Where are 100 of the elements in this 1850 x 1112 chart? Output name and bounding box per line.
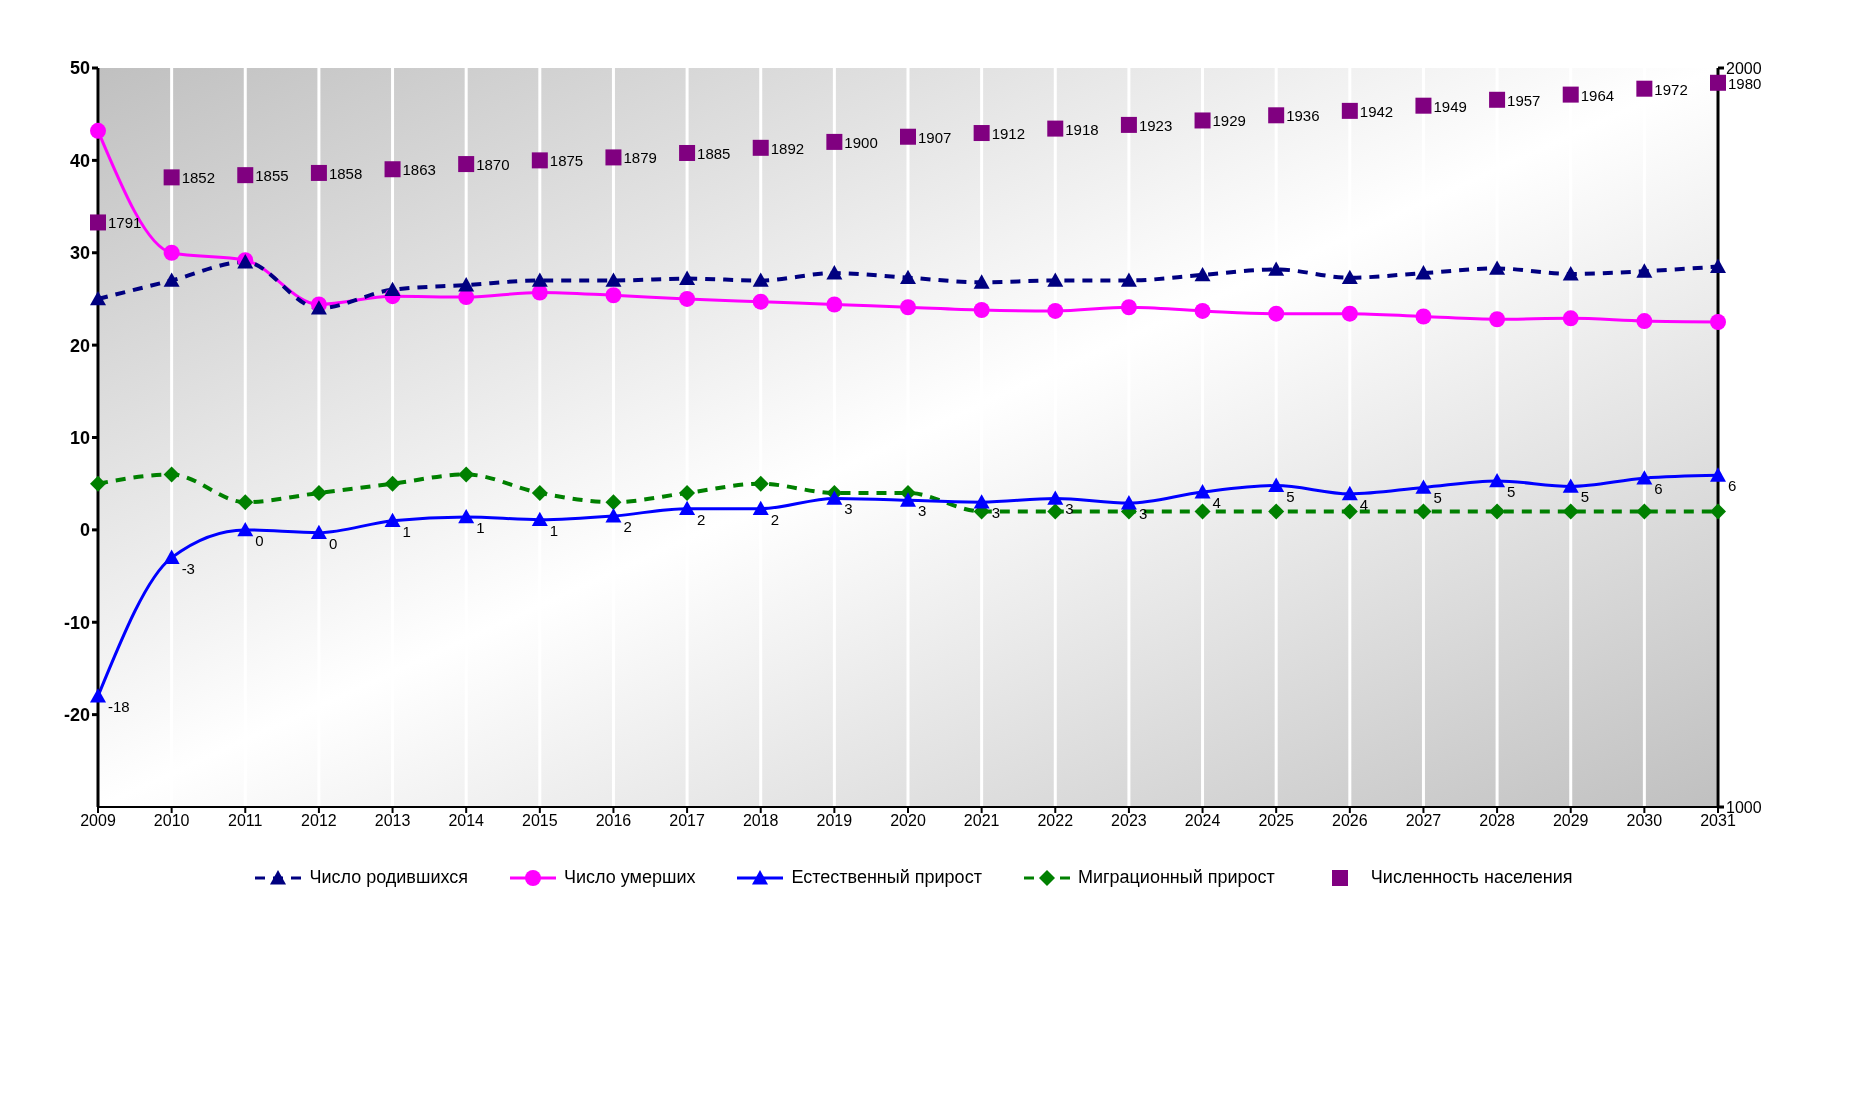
point [90, 475, 106, 492]
point [384, 512, 401, 528]
point [1120, 116, 1137, 133]
point [1415, 265, 1432, 280]
data-label: 1942 [1359, 102, 1394, 120]
data-label: 1 [476, 518, 485, 536]
point [1636, 503, 1653, 520]
x-tick-label: 2018 [742, 812, 779, 830]
data-label: 3 [844, 500, 853, 518]
point [90, 688, 106, 703]
point [1562, 310, 1579, 327]
y-tick-label: 40 [69, 150, 90, 171]
data-label: 1957 [1507, 91, 1541, 109]
point [1636, 470, 1653, 485]
point [531, 272, 548, 287]
data-label: 3 [1138, 505, 1148, 523]
data-label: 5 [1286, 487, 1295, 505]
point [1562, 266, 1579, 281]
data-label: 5 [1433, 489, 1442, 507]
point [973, 125, 990, 142]
point [1120, 272, 1137, 287]
point [900, 299, 916, 316]
x-tick-label: 2011 [228, 812, 263, 830]
data-label: 1912 [991, 125, 1026, 143]
legend-label: Число умерших [563, 867, 696, 888]
point [679, 144, 696, 161]
data-label: 2 [623, 518, 632, 536]
data-label: 1964 [1580, 86, 1615, 104]
point [310, 524, 327, 540]
point [1268, 261, 1285, 276]
data-label: 4 [1359, 495, 1369, 513]
x-tick-label: 2029 [1552, 812, 1589, 830]
point [679, 500, 696, 516]
point [973, 274, 990, 289]
data-label: 1791 [108, 214, 142, 232]
point [1120, 299, 1137, 316]
point [237, 521, 254, 537]
point [310, 300, 327, 315]
y-tick-label: 0 [79, 520, 90, 541]
point [458, 156, 475, 173]
point [384, 161, 401, 178]
point [1268, 305, 1285, 322]
data-label: 1949 [1433, 97, 1467, 115]
data-label: 1918 [1065, 120, 1099, 138]
point [1341, 485, 1358, 501]
x-tick-label: 2030 [1626, 812, 1663, 830]
data-label: 1923 [1138, 116, 1173, 134]
x-tick-label: 2009 [80, 812, 116, 830]
point [90, 214, 106, 231]
data-label: 1 [402, 522, 411, 540]
data-label: 1875 [549, 152, 584, 170]
point [1341, 102, 1358, 119]
x-tick-label: 2024 [1184, 812, 1221, 830]
point [679, 290, 696, 307]
point [1562, 503, 1579, 520]
x-tick-label: 2014 [448, 812, 485, 830]
point [605, 272, 622, 287]
point [531, 152, 548, 169]
point [973, 494, 990, 509]
point [679, 484, 696, 501]
point [1341, 269, 1358, 285]
data-label: 1936 [1286, 107, 1320, 125]
point [1636, 263, 1653, 278]
point [1489, 472, 1506, 488]
point [826, 265, 843, 280]
point [900, 492, 916, 507]
point [973, 302, 990, 319]
point [826, 133, 843, 150]
point [458, 508, 475, 524]
x-tick-label: 2023 [1111, 812, 1147, 830]
data-label: 1863 [402, 161, 436, 179]
point [1194, 302, 1211, 319]
point [679, 270, 696, 286]
point [1710, 314, 1726, 331]
point [1047, 272, 1064, 287]
data-label: 1907 [918, 128, 952, 146]
y-tick-label: 50 [69, 58, 90, 79]
point [1710, 503, 1726, 520]
point [1415, 308, 1432, 325]
point [1636, 80, 1653, 97]
point [900, 269, 916, 285]
x-tick-label: 2020 [890, 812, 926, 830]
legend-label: Миграционный прирост [1076, 867, 1275, 888]
point [752, 293, 769, 310]
point [1489, 503, 1506, 520]
y-tick-label: 20 [69, 335, 90, 356]
point [531, 484, 548, 501]
point [1710, 258, 1726, 274]
point [752, 500, 769, 516]
y-tick-label: 30 [69, 243, 90, 264]
point [237, 494, 254, 511]
point [1194, 503, 1211, 520]
point [1047, 302, 1064, 319]
point [1562, 478, 1579, 493]
point [1415, 97, 1432, 114]
data-label: 1858 [328, 164, 363, 182]
x-tick-label: 2022 [1037, 812, 1074, 830]
point [1047, 490, 1064, 505]
y-tick-label: 10 [69, 427, 90, 448]
point [752, 475, 769, 492]
